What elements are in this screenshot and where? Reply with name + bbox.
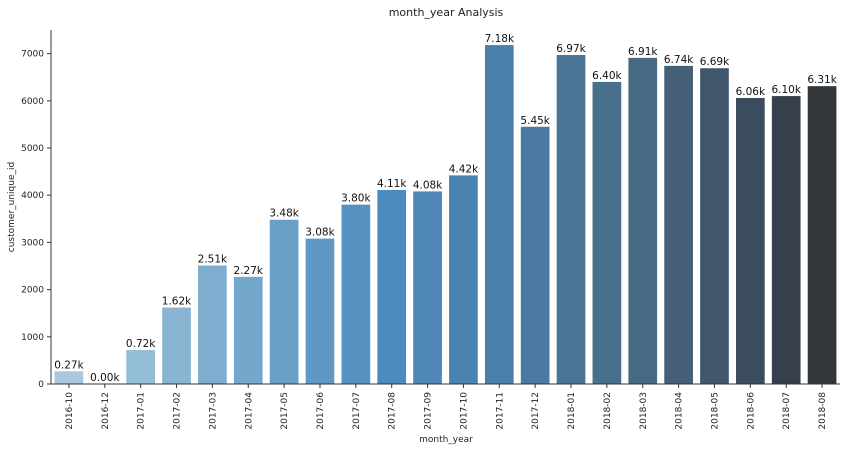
x-tick-label: 2017-08 [388,392,398,430]
x-tick-label: 2017-02 [173,392,183,430]
y-tick-label: 6000 [21,97,44,107]
y-tick-label: 7000 [21,50,44,60]
data-label-2017-01: 0.72k [126,338,156,350]
bars-group [55,45,837,384]
bar-2018-06 [736,98,765,384]
bar-2017-03 [198,266,227,384]
data-label-2017-11: 7.18k [485,33,515,45]
data-label-2018-03: 6.91k [628,46,658,58]
x-tick-label: 2017-04 [244,392,254,430]
y-axis: 0 1000 2000 3000 4000 5000 6000 7000 [21,30,51,390]
bar-2017-07 [342,205,371,384]
bar-2018-01 [557,55,586,384]
y-tick-label: 5000 [21,144,44,154]
x-tick-label: 2017-12 [531,392,541,430]
bar-2016-10 [55,371,84,384]
x-tick-label: 2018-01 [567,392,577,430]
data-label-2016-10: 0.27k [54,359,84,371]
x-tick-label: 2018-02 [603,392,613,430]
data-label-2017-10: 4.42k [449,163,479,175]
chart-title: month_year Analysis [389,6,504,19]
x-tick-label: 2016-10 [65,392,75,430]
bar-2018-05 [700,68,729,384]
bar-2017-12 [521,127,550,384]
data-label-2017-04: 2.27k [234,265,264,277]
bar-2017-06 [306,239,335,384]
y-tick-label: 0 [38,380,44,390]
bar-2017-02 [162,308,191,384]
bar-2017-11 [485,45,514,384]
data-label-2018-06: 6.06k [736,86,766,98]
x-tick-label: 2017-01 [137,392,147,430]
data-label-2017-06: 3.08k [305,227,335,239]
data-label-2018-04: 6.74k [664,54,694,66]
y-tick-label: 1000 [21,333,44,343]
data-label-2017-02: 1.62k [162,296,192,308]
x-tick-label: 2018-07 [782,392,792,430]
data-label-2018-07: 6.10k [771,84,801,96]
x-tick-label: 2017-06 [316,392,326,430]
y-tick-label: 3000 [21,238,44,248]
bar-2017-04 [234,277,263,384]
x-axis-label: month_year [419,435,473,445]
data-label-2018-05: 6.69k [700,56,730,68]
bar-2018-03 [628,58,657,384]
data-label-2018-08: 6.31k [807,74,837,86]
x-tick-label: 2017-09 [424,392,434,430]
bar-2017-05 [270,220,299,384]
data-label-2018-02: 6.40k [592,70,622,82]
bar-2017-01 [126,350,155,384]
x-tick-label: 2017-11 [495,392,505,430]
bar-2017-08 [377,190,406,384]
data-label-2018-01: 6.97k [556,43,586,55]
data-label-2017-09: 4.08k [413,179,443,191]
x-axis: 2016-10 2016-12 2017-01 2017-02 2017-03 2017-… [51,384,840,430]
data-label-2017-03: 2.51k [198,254,228,266]
bar-2017-10 [449,175,478,384]
x-tick-label: 2017-03 [208,392,218,430]
y-tick-label: 2000 [21,286,44,296]
x-tick-label: 2017-05 [280,392,290,430]
bar-2018-02 [593,82,622,384]
bar-2018-07 [772,96,801,384]
data-label-2017-08: 4.11k [377,178,407,190]
y-axis-label: customer_unique_id [7,162,17,252]
x-tick-label: 2018-05 [710,392,720,430]
y-tick-label: 4000 [21,191,44,201]
x-tick-label: 2017-10 [459,392,469,430]
bar-2018-08 [808,86,837,384]
bar-2017-09 [413,191,442,384]
bar-2018-04 [664,66,693,384]
x-tick-label: 2018-06 [746,392,756,430]
data-label-2017-05: 3.48k [269,208,299,220]
x-tick-label: 2017-07 [352,392,362,430]
x-tick-label: 2018-04 [675,392,685,430]
x-tick-label: 2018-08 [818,392,828,430]
data-label-2017-07: 3.80k [341,193,371,205]
x-tick-label: 2016-12 [101,392,111,430]
x-tick-label: 2018-03 [639,392,649,430]
data-label-2017-12: 5.45k [520,115,550,127]
data-label-2016-12: 0.00k [90,372,120,384]
